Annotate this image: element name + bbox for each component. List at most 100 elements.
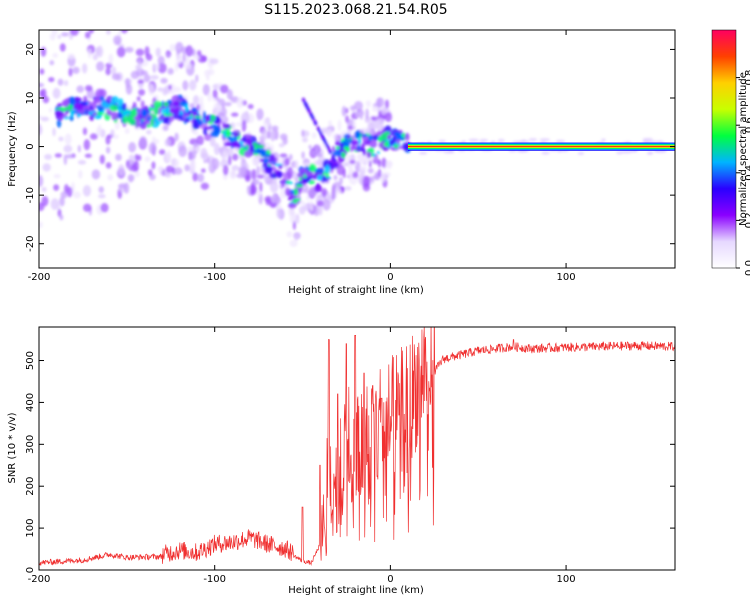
tick: 0: [387, 327, 394, 585]
spectrum-blob: [223, 129, 227, 139]
spectrum-blob: [157, 166, 164, 172]
spectrum-blob: [166, 53, 171, 59]
spectrum-blob: [304, 184, 309, 194]
spectrum-blob: [50, 7, 54, 17]
spectrum-blob: [188, 150, 197, 160]
spectrum-blob: [349, 138, 353, 144]
spectrum-blob: [380, 132, 388, 141]
spectrum-blob: [292, 198, 301, 202]
spectrum-blob: [148, 84, 155, 96]
spectrum-blob: [191, 107, 197, 113]
spectrum-blob: [295, 213, 300, 224]
spectrum-blob: [175, 107, 180, 116]
spectrum-blob: [168, 84, 172, 91]
spectrum-blob: [340, 186, 345, 192]
spectrum-blob: [158, 149, 166, 155]
spectrum-blob: [81, 63, 88, 74]
spectrum-blob: [329, 168, 334, 173]
spectrum-blob: [202, 110, 206, 120]
tick-label: 0.2: [744, 212, 750, 228]
spectrum-blob: [84, 153, 92, 158]
spectrum-blob: [76, 85, 85, 93]
spectrum-blob: [110, 96, 119, 105]
tick-label: 400: [25, 393, 36, 412]
spectrum-blob: [241, 120, 247, 132]
spectrum-blob: [57, 34, 62, 39]
tick: 0: [25, 567, 675, 573]
spectrum-blob: [78, 169, 83, 179]
spectrum-blob: [217, 147, 227, 153]
spectrum-blob: [157, 87, 164, 92]
spectrum-blob: [54, 153, 62, 158]
spectrum-blob: [204, 133, 213, 141]
spectrum-blob: [41, 195, 49, 207]
tick: -20: [25, 236, 675, 252]
spectrum-blob: [39, 175, 44, 187]
spectrum-blob: [294, 234, 299, 241]
spectrum-blob: [314, 145, 320, 153]
spectrum-blob: [68, 67, 73, 77]
spectrum-blob: [196, 113, 200, 117]
spectrum-blob: [57, 78, 64, 86]
spectrum-blob: [345, 115, 349, 123]
spectrum-blob: [404, 132, 410, 141]
spectrum-blob: [138, 89, 146, 96]
spectrum-blob: [101, 9, 107, 14]
spectrum-blob: [173, 86, 182, 93]
spectrum-blob: [132, 107, 137, 114]
carrier-band-stripe: [407, 146, 675, 148]
spectrum-blob: [252, 178, 260, 186]
spectrum-blob: [305, 171, 314, 177]
spectrum-blob: [286, 180, 291, 184]
tick-label: 0.4: [744, 165, 750, 181]
spectrum-blob: [50, 198, 60, 210]
spectrum-blob: [356, 144, 361, 150]
spectrum-blob: [61, 99, 70, 107]
spectrum-blob: [104, 5, 111, 12]
spectrum-blob: [305, 104, 309, 109]
tick: 100: [557, 30, 576, 283]
spectrum-blob: [201, 55, 208, 62]
spectrum-blob: [384, 112, 393, 123]
spectrum-blob: [76, 113, 81, 118]
spectrum-blob: [98, 107, 104, 111]
tick-label: 0: [25, 143, 36, 149]
spectrum-blob: [184, 103, 189, 109]
carrier-band-stripe: [407, 147, 675, 149]
spectrum-blob: [92, 53, 98, 61]
spectrum-blob: [335, 187, 342, 195]
spectrum-blob: [53, 173, 61, 179]
spectrum-blob: [113, 35, 122, 46]
spectrum-blob: [196, 135, 204, 146]
spectrum-blob: [83, 95, 88, 103]
spectrum-blob: [555, 139, 566, 143]
spectrum-blob: [143, 73, 151, 83]
spectrum-blob: [189, 158, 196, 171]
spectrum-blob: [274, 196, 282, 205]
spectrum-blob: [127, 117, 136, 125]
spectrum-blob: [229, 169, 237, 180]
spectrum-blob: [620, 150, 632, 154]
spectrum-blob: [124, 46, 134, 53]
spectrum-blob: [106, 30, 111, 35]
spectrum-blob: [184, 117, 191, 123]
spectrum-blob: [342, 139, 351, 148]
spectrum-blob: [302, 162, 311, 168]
snr-y-ticks: 0 100 200 300 400 500: [25, 351, 675, 573]
tick-label: 100: [557, 574, 576, 585]
tick: 400: [25, 393, 675, 412]
tick: -100: [203, 327, 226, 585]
spectrum-blob: [294, 159, 299, 170]
spectrum-blob: [160, 77, 168, 84]
spectrum-blob: [194, 146, 201, 152]
spectrum-blob: [308, 144, 312, 150]
spectrum-blob: [70, 30, 79, 36]
spectrum-blob: [82, 127, 88, 136]
spectrum-blob: [375, 118, 385, 125]
spectrum-blob: [367, 167, 374, 174]
spectrum-blob: [256, 165, 260, 176]
spectrum-blob: [64, 133, 72, 145]
spectrum-blob: [321, 187, 328, 197]
spectrum-blob: [360, 148, 366, 152]
spectrum-blob: [101, 5, 110, 12]
